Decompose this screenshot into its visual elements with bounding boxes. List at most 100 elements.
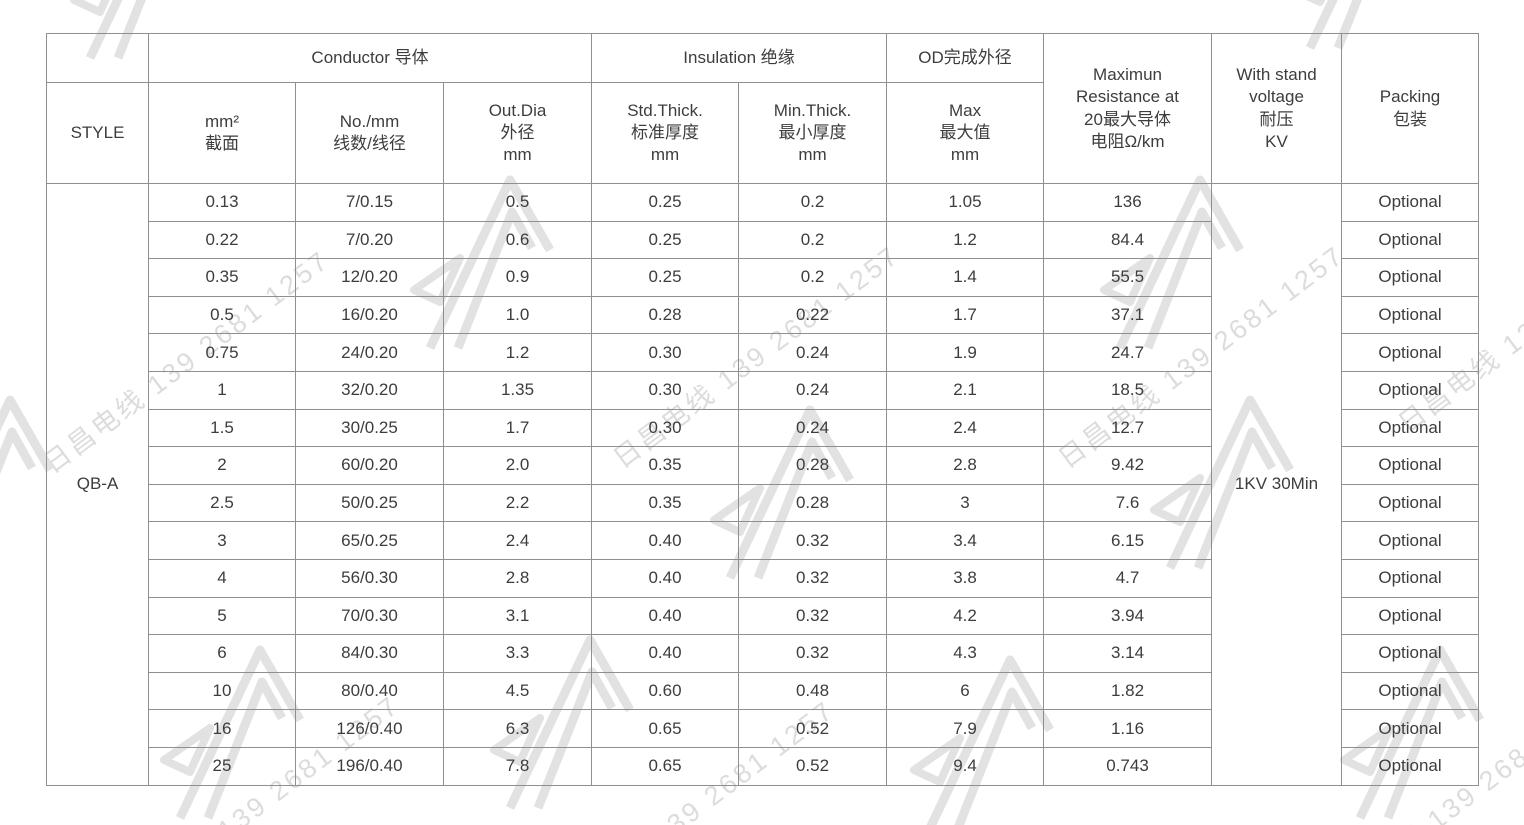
table-cell-packing: Optional: [1341, 333, 1480, 372]
table-cell-resistance: 24.7: [1043, 333, 1213, 372]
column-header-no-mm: No./mm 线数/线径: [295, 82, 444, 184]
table-cell-max: 1.05: [886, 183, 1045, 222]
table-cell-mm2: 4: [148, 558, 296, 598]
table-cell-mm2: 2.5: [148, 483, 296, 523]
table-cell-resistance: 9.42: [1043, 446, 1213, 485]
column-header-mm2: mm² 截面: [148, 82, 296, 184]
table-cell-max: 2.8: [886, 446, 1045, 485]
table-cell-mm2: 6: [148, 634, 296, 673]
voltage-value-cell: 1KV 30Min: [1211, 183, 1343, 786]
table-cell-packing: Optional: [1341, 408, 1480, 448]
table-cell-no_mm: 32/0.20: [295, 370, 444, 410]
table-cell-max: 6: [886, 671, 1045, 711]
table-cell-std_thick: 0.25: [591, 258, 740, 297]
table-cell-std_thick: 0.40: [591, 521, 740, 560]
column-header-out-dia: Out.Dia 外径 mm: [442, 82, 593, 184]
table-cell-max: 3.8: [886, 558, 1045, 598]
table-cell-min_thick: 0.22: [738, 295, 888, 335]
table-cell-out_dia: 3.1: [442, 596, 593, 636]
table-cell-std_thick: 0.30: [591, 333, 740, 372]
table-cell-packing: Optional: [1341, 370, 1480, 410]
table-cell-min_thick: 0.32: [738, 596, 888, 636]
table-cell-no_mm: 12/0.20: [295, 258, 444, 297]
table-cell-mm2: 0.75: [148, 333, 296, 372]
table-cell-out_dia: 1.35: [442, 370, 593, 410]
table-cell-out_dia: 4.5: [442, 671, 593, 711]
table-cell-std_thick: 0.35: [591, 446, 740, 485]
table-cell-std_thick: 0.30: [591, 370, 740, 410]
table-cell-packing: Optional: [1341, 258, 1480, 297]
table-cell-min_thick: 0.52: [738, 709, 888, 748]
table-cell-mm2: 16: [148, 709, 296, 748]
table-cell-max: 3.4: [886, 521, 1045, 560]
table-cell-min_thick: 0.32: [738, 521, 888, 560]
table-cell-no_mm: 24/0.20: [295, 333, 444, 372]
style-value-cell: QB-A: [46, 183, 149, 786]
table-cell-mm2: 0.22: [148, 220, 296, 260]
table-cell-no_mm: 196/0.40: [295, 746, 444, 786]
table-cell-min_thick: 0.24: [738, 370, 888, 410]
table-cell-min_thick: 0.24: [738, 333, 888, 372]
table-cell-std_thick: 0.65: [591, 746, 740, 786]
table-cell-packing: Optional: [1341, 446, 1480, 485]
table-cell-min_thick: 0.2: [738, 258, 888, 297]
spec-table: Conductor 导体 Insulation 绝缘 OD完成外径 Maximu…: [46, 33, 1480, 786]
table-cell-out_dia: 1.7: [442, 408, 593, 448]
table-cell-std_thick: 0.35: [591, 483, 740, 523]
table-cell-resistance: 3.14: [1043, 634, 1213, 673]
table-cell-resistance: 136: [1043, 183, 1213, 222]
table-cell-mm2: 3: [148, 521, 296, 560]
table-cell-min_thick: 0.2: [738, 183, 888, 222]
table-row: 25 196/0.40 7.8 0.65 0.52 9.4 0.743 Optional: [47, 746, 1480, 786]
table-cell-std_thick: 0.40: [591, 558, 740, 598]
column-header-resistance: Maximun Resistance at 20最大导体 电阻Ω/km: [1043, 33, 1213, 184]
table-cell-no_mm: 56/0.30: [295, 558, 444, 598]
table-cell-resistance: 37.1: [1043, 295, 1213, 335]
table-row: 16 126/0.40 6.3 0.65 0.52 7.9 1.16 Optional: [47, 709, 1480, 748]
table-cell-mm2: 0.35: [148, 258, 296, 297]
table-cell-out_dia: 3.3: [442, 634, 593, 673]
table-row: 0.22 7/0.20 0.6 0.25 0.2 1.2 84.4 Optional: [47, 220, 1480, 260]
table-cell-max: 3: [886, 483, 1045, 523]
table-cell-out_dia: 2.0: [442, 446, 593, 485]
table-cell-out_dia: 2.4: [442, 521, 593, 560]
table-cell-no_mm: 60/0.20: [295, 446, 444, 485]
table-cell-resistance: 1.16: [1043, 709, 1213, 748]
table-cell-mm2: 10: [148, 671, 296, 711]
table-row: 1.5 30/0.25 1.7 0.30 0.24 2.4 12.7 Optional: [47, 408, 1480, 448]
table-cell-out_dia: 7.8: [442, 746, 593, 786]
table-cell-resistance: 1.82: [1043, 671, 1213, 711]
table-cell-no_mm: 84/0.30: [295, 634, 444, 673]
table-cell-no_mm: 70/0.30: [295, 596, 444, 636]
table-cell-packing: Optional: [1341, 596, 1480, 636]
table-cell-out_dia: 0.9: [442, 258, 593, 297]
column-header-packing: Packing 包装: [1341, 33, 1480, 184]
table-cell-packing: Optional: [1341, 634, 1480, 673]
table-cell-std_thick: 0.25: [591, 183, 740, 222]
table-cell-std_thick: 0.25: [591, 220, 740, 260]
table-cell-min_thick: 0.48: [738, 671, 888, 711]
table-cell-mm2: 2: [148, 446, 296, 485]
table-cell-resistance: 55.5: [1043, 258, 1213, 297]
column-header-style: STYLE: [46, 82, 149, 184]
table-cell-mm2: 1: [148, 370, 296, 410]
table-cell-max: 4.2: [886, 596, 1045, 636]
table-cell-min_thick: 0.28: [738, 446, 888, 485]
table-cell-no_mm: 7/0.20: [295, 220, 444, 260]
table-cell-resistance: 0.743: [1043, 746, 1213, 786]
table-cell-max: 9.4: [886, 746, 1045, 786]
table-cell-out_dia: 2.8: [442, 558, 593, 598]
table-row: 6 84/0.30 3.3 0.40 0.32 4.3 3.14 Optional: [47, 634, 1480, 673]
table-cell-max: 7.9: [886, 709, 1045, 748]
column-header-min-thick: Min.Thick. 最小厚度 mm: [738, 82, 888, 184]
column-header-max: Max 最大值 mm: [886, 82, 1045, 184]
spec-table-body: QB-A 0.13 7/0.15 0.5 0.25 0.2 1.05 136 1KV 30Min…: [46, 183, 1480, 786]
table-cell-packing: Optional: [1341, 709, 1480, 748]
table-cell-no_mm: 16/0.20: [295, 295, 444, 335]
table-row: 1 32/0.20 1.35 0.30 0.24 2.1 18.5 Optional: [47, 370, 1480, 410]
table-cell-packing: Optional: [1341, 558, 1480, 598]
header-row-columns: STYLE mm² 截面 No./mm 线数/线径 Out.Dia 外径 mm …: [46, 82, 1479, 184]
table-cell-no_mm: 30/0.25: [295, 408, 444, 448]
table-row: 5 70/0.30 3.1 0.40 0.32 4.2 3.94 Optional: [47, 596, 1480, 636]
